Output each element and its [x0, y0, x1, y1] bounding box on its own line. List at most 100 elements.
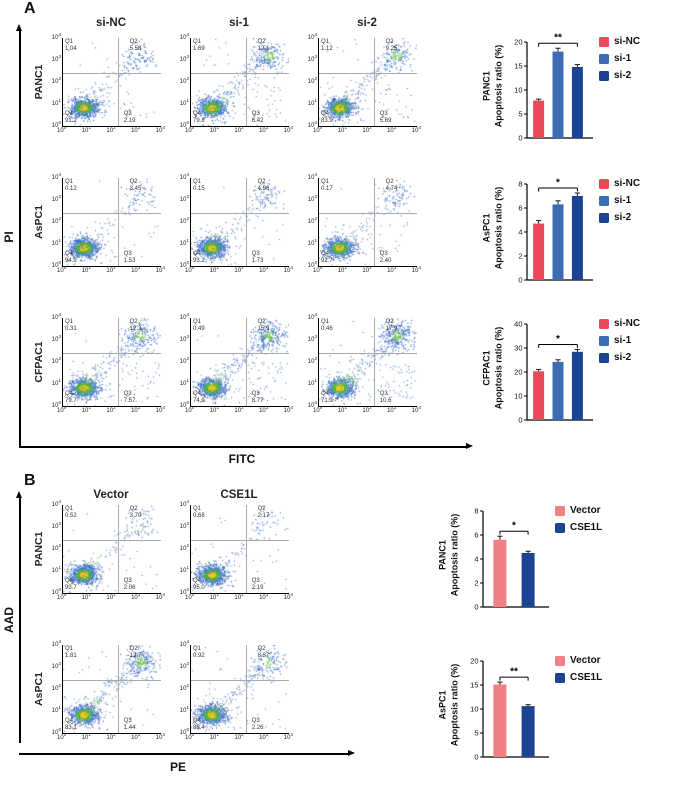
quadrant-label-q4: Q4 94.9	[65, 251, 77, 265]
legend-label: si-1	[614, 53, 632, 64]
scatter-points	[63, 505, 161, 593]
x-tick-label: 101	[81, 592, 91, 601]
x-tick-label: 103	[387, 125, 397, 134]
flow-plot: 104 103 102 101 100 Q1 1.12 Q2 9.25 Q4 83.9 Q3 5.69 1…	[305, 32, 421, 137]
chart-y-axis-label: CFPAC1 Apoptosis ratio (%)	[480, 306, 506, 430]
bar-si-1	[552, 361, 564, 420]
flow-plot: 104 103 102 101 100 Q1 1.81 Q2 13.7 Q4 83.1 Q3 1.44 1…	[49, 639, 165, 744]
chart-y-axis-label: AsPC1 Apoptosis ratio (%)	[480, 166, 506, 290]
quadrant-label-q4: Q4 79.7	[65, 391, 77, 405]
x-tick-label: 103	[259, 405, 269, 414]
chart-ylabel-text: Apoptosis ratio (%)	[449, 513, 459, 597]
y-tick-label: 4	[474, 555, 478, 564]
x-axis-ticks: 100 101 102 103 104	[57, 125, 165, 134]
panel-b-x-axis-arrow	[19, 750, 355, 756]
y-tick-label: 5	[474, 729, 478, 738]
y-axis-ticks: 104 103 102 101 100	[177, 312, 189, 409]
y-tick-label: 4	[518, 228, 522, 237]
legend-item-si-2: si-2	[599, 352, 640, 363]
panel-a-col-header-si-nc: si-NC	[95, 17, 127, 29]
legend-label: si-2	[614, 212, 632, 223]
flow-plot-area: Q1 0.46 Q2 17.9 Q4 71.1 Q3 10.6	[318, 318, 417, 407]
legend-swatch	[599, 195, 609, 206]
x-tick-label: 104	[155, 125, 165, 134]
bar-chart-plot: 0 2 4 6 8 *	[518, 178, 593, 285]
bar-Vector	[493, 539, 507, 607]
legend-swatch	[599, 53, 609, 64]
y-tick-label: 103	[179, 521, 189, 530]
legend-item-CSE1L: CSE1L	[555, 522, 602, 533]
x-tick-label: 103	[259, 732, 269, 741]
quadrant-gate-horizontal	[191, 540, 289, 542]
panel-b-y-axis-arrow	[16, 491, 22, 743]
quadrant-label-q1: Q1 1.12	[321, 39, 333, 52]
chart-ylabel-text: Apoptosis ratio (%)	[493, 44, 503, 128]
quadrant-label-q1: Q1 0.92	[193, 646, 205, 659]
y-tick-label: 103	[179, 334, 189, 343]
quadrant-gate-horizontal	[63, 680, 161, 682]
x-axis-ticks: 100 101 102 103 104	[57, 405, 165, 414]
flow-plot-area: Q1 0.68 Q2 2.17 Q4 95.0 Q3 2.19	[190, 505, 289, 594]
y-tick-label: 10	[470, 705, 478, 714]
legend-label: si-NC	[614, 318, 641, 329]
bar-si-NC	[533, 100, 545, 138]
y-tick-label: 102	[179, 356, 189, 365]
y-tick-label: 103	[179, 194, 189, 203]
x-tick-label: 102	[106, 592, 116, 601]
flow-plot-area: Q1 1.04 Q2 5.58 Q4 91.2 Q3 2.19	[62, 38, 161, 127]
bar-chart-a2: AsPC1 Apoptosis ratio (%) 0 2 4 6 8 * si-NC si-1 s…	[480, 166, 640, 295]
bar-Vector	[493, 684, 507, 757]
chart-y-axis-label-text: AsPC1 Apoptosis ratio (%)	[481, 187, 504, 270]
x-tick-label: 100	[57, 125, 67, 134]
y-tick-label: 104	[179, 172, 189, 181]
quadrant-gate-horizontal	[63, 73, 161, 75]
y-tick-label: 10	[514, 86, 522, 95]
quadrant-label-q1: Q1 1.81	[65, 646, 77, 659]
flow-plot-area: Q1 1.12 Q2 9.25 Q4 83.9 Q3 5.69	[318, 38, 417, 127]
scatter-points	[191, 318, 289, 406]
bar-chart-svg-wrap: 0 10 20 30 40 *	[506, 306, 594, 435]
y-tick-label: 101	[51, 98, 61, 107]
x-tick-label: 104	[155, 405, 165, 414]
bar-chart-svg-wrap: 0 2 4 6 8 *	[506, 166, 594, 295]
quadrant-label-q3: Q3 2.19	[251, 578, 264, 592]
scatter-points	[191, 38, 289, 126]
panel-a-col-header-si-2: si-2	[357, 17, 377, 29]
panel-a-x-axis-arrow	[19, 443, 473, 449]
flow-plot: 104 103 102 101 100 Q1 0.17 Q2 4.74 Q4 92.7 Q3 2.40 1…	[305, 172, 421, 277]
legend-item-si-2: si-2	[599, 70, 640, 81]
quadrant-label-q4: Q4 83.1	[65, 718, 77, 732]
chart-cell-line-label: CFPAC1	[481, 350, 492, 386]
flow-plot: 104 103 102 101 100 Q1 0.49 Q2 15.9 Q4 74.9 Q3 8.77 1…	[177, 312, 293, 417]
x-axis-ticks: 100 101 102 103 104	[185, 405, 293, 414]
y-tick-label: 102	[179, 76, 189, 85]
quadrant-gate-vertical	[245, 178, 247, 266]
y-tick-label: 101	[307, 238, 317, 247]
x-tick-label: 103	[259, 592, 269, 601]
x-tick-label: 102	[362, 125, 372, 134]
x-tick-label: 100	[185, 265, 195, 274]
y-tick-label: 102	[51, 683, 61, 692]
y-tick-label: 0	[518, 134, 522, 143]
y-tick-label: 103	[51, 334, 61, 343]
quadrant-label-q1: Q1 0.68	[193, 506, 205, 519]
panel-b-label: B	[24, 472, 36, 489]
quadrant-gate-horizontal	[191, 213, 289, 215]
quadrant-label-q1: Q1 1.04	[65, 39, 77, 52]
x-tick-label: 100	[57, 592, 67, 601]
panel-a-x-axis-label: FITC	[228, 452, 256, 466]
x-axis-ticks: 100 101 102 103 104	[313, 405, 421, 414]
quadrant-label-q2: Q2 4.74	[385, 179, 398, 192]
quadrant-label-q1: Q1 0.49	[193, 319, 205, 332]
y-tick-label: 104	[51, 32, 61, 41]
y-axis-ticks: 104 103 102 101 100	[177, 172, 189, 269]
y-axis-ticks: 104 103 102 101 100	[305, 32, 317, 129]
bar-CSE1L	[521, 706, 535, 757]
quadrant-label-q3: Q3 2.26	[251, 718, 264, 732]
y-tick-label: 6	[474, 531, 478, 540]
x-tick-label: 104	[283, 405, 293, 414]
y-tick-label: 102	[51, 76, 61, 85]
bar-chart-a1: PANC1 Apoptosis ratio (%) 0 5 10 15 20 ** si-NC s…	[480, 24, 640, 153]
legend-item-si-2: si-2	[599, 212, 640, 223]
